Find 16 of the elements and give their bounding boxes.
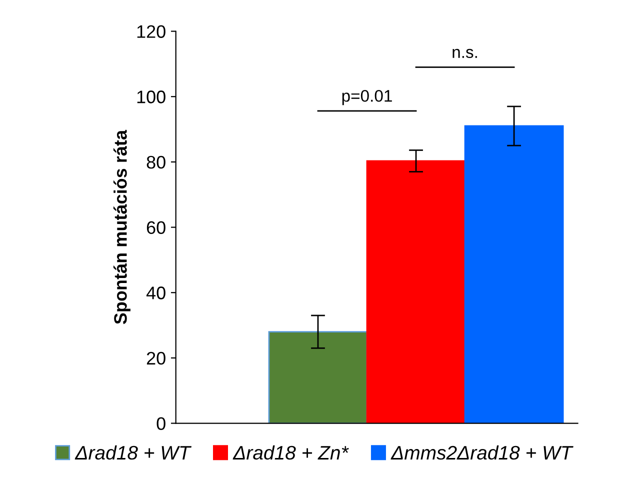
annotation: n.s. [452, 48, 477, 58]
y-tick-label: 0 [156, 417, 166, 430]
annotation: p=0.01 [342, 90, 392, 106]
legend-label: Δrad18 + Zn* [232, 445, 349, 460]
legend-label: Δrad18 + WT [74, 445, 192, 460]
y-tick-label: 80 [146, 156, 166, 169]
legend-label: Δmms2Δrad18 + WT [390, 445, 574, 460]
bar [464, 125, 564, 424]
y-tick-label: 40 [146, 286, 166, 300]
bar [366, 160, 466, 424]
y-tick-label: 120 [137, 25, 166, 38]
y-tick-label: 100 [137, 90, 166, 104]
y-axis-title: Spontán mutációs ráta [113, 130, 130, 324]
y-tick-label: 60 [146, 221, 166, 234]
bar [268, 331, 368, 424]
y-tick-label: 20 [146, 352, 166, 365]
